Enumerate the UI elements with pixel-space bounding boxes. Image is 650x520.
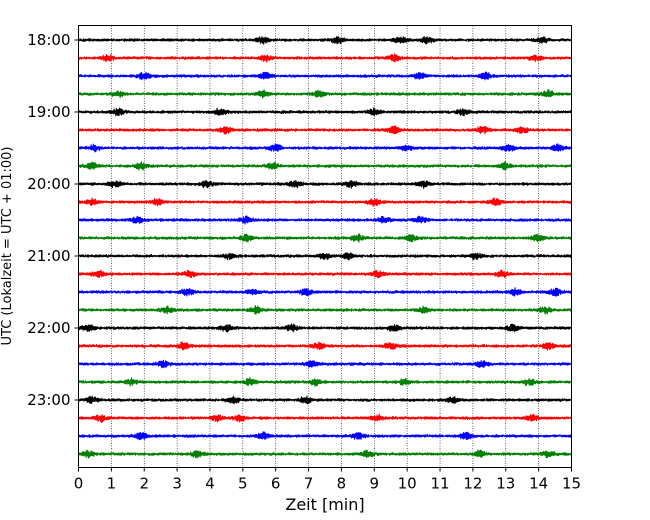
x-tick-label: 4 bbox=[205, 475, 215, 493]
trace-2230 bbox=[77, 359, 572, 369]
seismic-traces bbox=[77, 35, 573, 459]
trace-2315 bbox=[78, 413, 572, 423]
trace-1845 bbox=[77, 89, 573, 99]
trace-2115 bbox=[77, 269, 573, 279]
trace-2200 bbox=[77, 323, 573, 333]
y-tick-label: 21:00 bbox=[27, 247, 70, 265]
y-tick-label: 23:00 bbox=[27, 391, 70, 409]
vertical-grid bbox=[111, 25, 539, 468]
trace-2330 bbox=[77, 431, 573, 441]
trace-1830 bbox=[77, 71, 573, 81]
trace-1945 bbox=[78, 161, 573, 171]
y-tick-label: 19:00 bbox=[27, 103, 70, 121]
trace-2000 bbox=[77, 180, 573, 189]
trace-2100 bbox=[77, 252, 573, 261]
x-tick-label: 15 bbox=[562, 475, 581, 493]
y-tick-label: 18:00 bbox=[27, 31, 70, 49]
y-tick-label: 22:00 bbox=[27, 319, 70, 337]
x-tick-label: 14 bbox=[529, 475, 548, 493]
x-tick-label: 9 bbox=[370, 475, 380, 493]
x-tick-label: 3 bbox=[172, 475, 182, 493]
trace-2345 bbox=[77, 449, 573, 459]
trace-1915 bbox=[77, 125, 572, 135]
x-tick-label: 0 bbox=[74, 475, 84, 493]
x-axis-label: Zeit [min] bbox=[285, 495, 364, 514]
x-tick-label: 10 bbox=[398, 475, 417, 493]
plot-frame bbox=[78, 25, 572, 468]
trace-2015 bbox=[77, 197, 573, 207]
trace-2045 bbox=[78, 233, 573, 243]
trace-1800 bbox=[78, 35, 572, 45]
x-tick-label: 1 bbox=[107, 475, 117, 493]
x-tick-label: 13 bbox=[496, 475, 515, 493]
x-axis-ticks: 0 1 2 3 4 5 6 7 8 9 10 11 12 13 14 15 bbox=[74, 467, 581, 493]
y-axis-label: UTC (Lokalzeit = UTC + 01:00) bbox=[0, 147, 15, 346]
trace-2030 bbox=[77, 215, 573, 225]
x-tick-label: 12 bbox=[463, 475, 482, 493]
plot-background bbox=[78, 25, 572, 468]
x-tick-label: 6 bbox=[271, 475, 281, 493]
trace-1900 bbox=[77, 107, 573, 117]
x-tick-label: 8 bbox=[337, 475, 347, 493]
x-tick-label: 7 bbox=[304, 475, 314, 493]
trace-1930 bbox=[77, 143, 572, 153]
trace-1815 bbox=[78, 53, 572, 63]
x-tick-label: 11 bbox=[430, 475, 449, 493]
x-tick-label: 2 bbox=[139, 475, 149, 493]
trace-2300 bbox=[77, 395, 573, 405]
trace-2245 bbox=[77, 377, 573, 387]
trace-2215 bbox=[77, 341, 573, 351]
trace-2130 bbox=[78, 287, 572, 297]
y-tick-label: 20:00 bbox=[27, 175, 70, 193]
trace-2145 bbox=[78, 305, 573, 315]
x-tick-label: 5 bbox=[238, 475, 248, 493]
y-axis-ticks: 18:00 19:00 20:00 21:00 22:00 23:00 bbox=[27, 31, 79, 409]
